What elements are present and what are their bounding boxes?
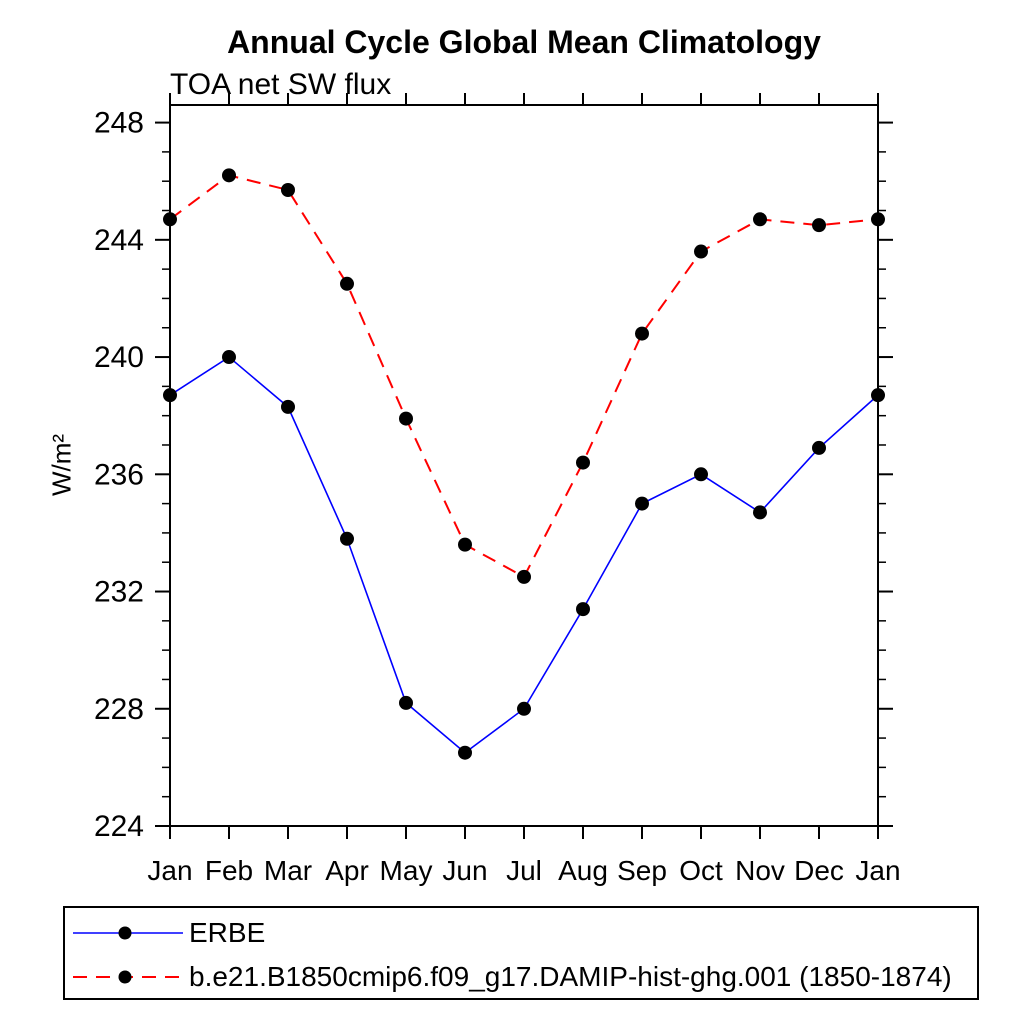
- series-markers-0: [163, 350, 885, 760]
- legend-label: ERBE: [189, 917, 266, 948]
- legend-line-sample-icon: [73, 970, 183, 984]
- chart-title: Annual Cycle Global Mean Climatology: [227, 24, 821, 60]
- x-axis-labels: Jan Feb Mar Apr May Jun Jul Aug Sep Oct Nov Dec Jan: [147, 855, 900, 886]
- data-point-marker: [812, 440, 826, 455]
- data-point-marker: [753, 505, 767, 520]
- data-point-marker: [871, 212, 885, 227]
- data-point-marker: [458, 537, 472, 552]
- x-tick-label: Aug: [558, 855, 608, 886]
- y-axis-ticks: [155, 121, 893, 827]
- x-axis-ticks: [169, 93, 879, 839]
- x-tick-label: Jun: [442, 855, 487, 886]
- y-tick-label: 248: [94, 107, 144, 140]
- legend-marker-icon: [118, 970, 132, 984]
- series-markers-1: [163, 168, 885, 584]
- x-tick-label: Apr: [325, 855, 369, 886]
- data-point-marker: [222, 168, 236, 183]
- x-tick-label: Jul: [506, 855, 542, 886]
- series-line-erbe: [169, 356, 879, 754]
- data-point-marker: [163, 388, 177, 403]
- x-tick-label: Feb: [205, 855, 253, 886]
- x-tick-label: May: [380, 855, 433, 886]
- x-tick-label: Nov: [735, 855, 785, 886]
- data-point-marker: [517, 569, 531, 584]
- data-point-marker: [576, 455, 590, 470]
- y-tick-label: 232: [94, 576, 144, 609]
- x-tick-label: Mar: [264, 855, 312, 886]
- legend-box: ERBE b.e21.B1850cmip6.f09_g17.DAMIP-hist-…: [63, 906, 979, 1000]
- legend-label: b.e21.B1850cmip6.f09_g17.DAMIP-hist-ghg.…: [189, 961, 952, 992]
- data-point-marker: [399, 411, 413, 426]
- x-tick-label: Dec: [794, 855, 844, 886]
- chart-subtitle: TOA net SW flux: [170, 68, 392, 101]
- y-tick-label: 240: [94, 341, 144, 374]
- data-point-marker: [694, 244, 708, 259]
- data-point-marker: [340, 276, 354, 291]
- data-point-marker: [399, 695, 413, 710]
- legend-entry: b.e21.B1850cmip6.f09_g17.DAMIP-hist-ghg.…: [69, 955, 977, 999]
- legend-marker-icon: [118, 926, 132, 940]
- data-point-marker: [281, 182, 295, 197]
- y-tick-label: 228: [94, 693, 144, 726]
- y-tick-label: 236: [94, 458, 144, 491]
- data-point-marker: [222, 350, 236, 365]
- data-point-marker: [812, 218, 826, 233]
- x-tick-label: Sep: [617, 855, 667, 886]
- plot-frame: [169, 104, 879, 827]
- data-point-marker: [635, 496, 649, 511]
- data-point-marker: [340, 531, 354, 546]
- y-axis-tick-labels: 224 228 232 236 240 244 248: [94, 107, 144, 843]
- data-point-marker: [635, 326, 649, 341]
- data-point-marker: [753, 212, 767, 227]
- data-point-marker: [871, 388, 885, 403]
- x-tick-label: Jan: [855, 855, 900, 886]
- series-line-model: [169, 174, 879, 579]
- y-tick-label: 224: [94, 810, 144, 843]
- data-point-marker: [163, 212, 177, 227]
- data-point-marker: [576, 602, 590, 617]
- data-point-marker: [281, 399, 295, 414]
- x-tick-label: Jan: [147, 855, 192, 886]
- legend-entry: ERBE: [69, 911, 977, 955]
- x-tick-label: Oct: [679, 855, 723, 886]
- data-point-marker: [694, 467, 708, 482]
- y-tick-label: 244: [94, 224, 144, 257]
- data-point-marker: [517, 701, 531, 716]
- data-point-marker: [458, 745, 472, 760]
- legend-line-sample-icon: [73, 926, 183, 940]
